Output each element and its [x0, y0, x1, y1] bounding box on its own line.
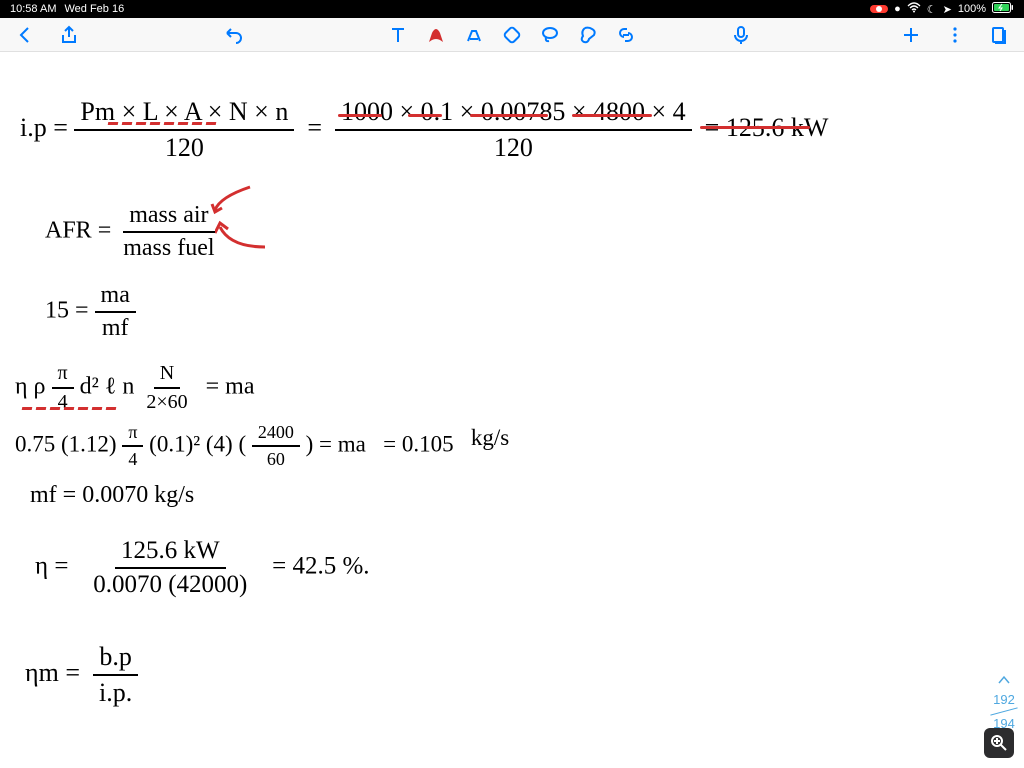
battery-icon	[992, 2, 1014, 16]
app-toolbar	[0, 18, 1024, 52]
red-arrow-massfuel	[215, 217, 285, 267]
red-underline-00785	[470, 114, 548, 117]
more-button[interactable]	[944, 24, 966, 46]
link-tool[interactable]	[615, 24, 637, 46]
red-dash-formula	[22, 397, 120, 415]
eq-etam: ηm = b.p i.p.	[25, 642, 138, 708]
eq-ma-calc: 0.75 (1.12) π4 (0.1)² (4) ( 240060 ) = m…	[15, 422, 509, 470]
eq-ip: i.p = Pm × L × A × N × n 120 = 1000 × 0.…	[20, 97, 828, 163]
mic-button[interactable]	[730, 24, 752, 46]
pages-button[interactable]	[988, 24, 1010, 46]
battery-percent: 100%	[958, 3, 986, 15]
red-dash-1	[108, 112, 220, 130]
status-bar: 10:58 AM Wed Feb 16 ● ☾ ➤ 100%	[0, 0, 1024, 18]
text-tool[interactable]	[387, 24, 409, 46]
status-time: 10:58 AM	[10, 3, 56, 15]
screen-record-pill[interactable]	[870, 5, 888, 13]
share-button[interactable]	[58, 24, 80, 46]
moon-icon: ☾	[927, 3, 937, 16]
highlighter-tool[interactable]	[463, 24, 485, 46]
wifi-icon	[907, 2, 921, 16]
red-underline-01	[408, 114, 442, 117]
eq-afr: AFR = mass air mass fuel	[45, 202, 221, 262]
red-underline-1000	[338, 114, 382, 117]
back-button[interactable]	[14, 24, 36, 46]
page-current: 192	[993, 692, 1015, 707]
dnd-icon: ●	[894, 3, 901, 15]
pen-tool[interactable]	[425, 24, 447, 46]
eq-mf: mf = 0.0070 kg/s	[30, 482, 194, 509]
zoom-in-icon	[990, 734, 1008, 752]
lasso-tool[interactable]	[539, 24, 561, 46]
red-underline-result	[700, 126, 810, 129]
status-date: Wed Feb 16	[64, 3, 124, 15]
eq-fifteen: 15 = ma mf	[45, 282, 136, 342]
page-up-icon[interactable]	[996, 672, 1012, 688]
shape-tool[interactable]	[577, 24, 599, 46]
eq-eta: η = 125.6 kW 0.0070 (42000) = 42.5 %.	[35, 537, 370, 599]
eraser-tool[interactable]	[501, 24, 523, 46]
add-button[interactable]	[900, 24, 922, 46]
note-canvas[interactable]: i.p = Pm × L × A × N × n 120 = 1000 × 0.…	[0, 52, 1024, 768]
red-underline-4800x4	[572, 114, 652, 117]
zoom-button[interactable]	[984, 728, 1014, 758]
undo-button[interactable]	[222, 24, 244, 46]
location-icon: ➤	[943, 3, 952, 16]
